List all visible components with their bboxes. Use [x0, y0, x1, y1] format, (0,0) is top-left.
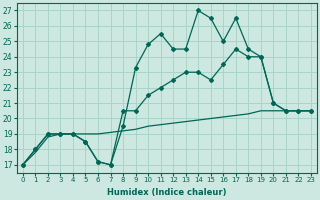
X-axis label: Humidex (Indice chaleur): Humidex (Indice chaleur) — [107, 188, 227, 197]
